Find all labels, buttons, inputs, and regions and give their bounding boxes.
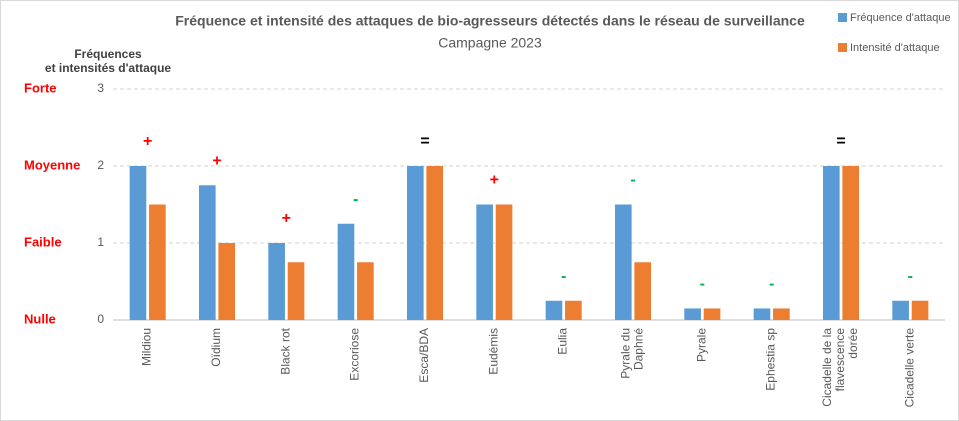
x-tick-label-line: Cicadelle de la <box>820 328 834 407</box>
x-tick-label: Eulia <box>556 328 570 355</box>
bar <box>218 243 236 320</box>
bar <box>287 262 305 320</box>
legend-label: Fréquence d'attaque <box>850 12 951 24</box>
legend-swatch <box>838 43 847 52</box>
annotation: - <box>908 268 913 285</box>
annotation: + <box>143 133 152 150</box>
x-tick-label: Esca/BDA <box>417 328 431 383</box>
bar <box>614 204 632 320</box>
x-tick-label: Mildiou <box>140 328 154 366</box>
annotation: - <box>769 276 774 293</box>
x-tick-label-line: Mildiou <box>140 328 154 366</box>
x-tick-label: Ephestia sp <box>764 328 778 391</box>
bar <box>684 308 701 320</box>
x-tick-label-line: Esca/BDA <box>417 328 431 383</box>
bar <box>476 204 493 320</box>
x-tick-label-line: Ephestia sp <box>764 328 778 391</box>
annotation: - <box>561 268 566 285</box>
bar <box>842 166 860 320</box>
bar <box>822 166 840 320</box>
x-tick-label-line: flavescence <box>833 328 847 392</box>
legend-swatch <box>838 13 847 22</box>
annotation: + <box>490 172 499 189</box>
x-tick-label-line: Eulia <box>556 328 570 355</box>
bar <box>703 308 721 320</box>
x-tick-label-line: Pyrale <box>695 328 709 362</box>
bar <box>357 262 374 320</box>
bar <box>773 308 790 320</box>
x-tick-label-line: Black rot <box>279 327 293 374</box>
y-tick-label: 3 <box>97 81 104 95</box>
chart-title: Fréquence et intensité des attaques de b… <box>175 13 805 29</box>
x-tick-label: Cicadelle de laflavescencedorée <box>820 328 860 407</box>
bar <box>545 300 563 320</box>
annotation: - <box>700 276 705 293</box>
bar <box>634 262 652 320</box>
level-label: Faible <box>24 234 62 249</box>
x-tick-label: Pyrale <box>695 328 709 362</box>
y-tick-label: 0 <box>97 312 104 326</box>
bar <box>337 223 355 320</box>
bar <box>426 166 444 320</box>
bar <box>911 300 929 320</box>
y-axis-label: et intensités d'attaque <box>45 61 172 75</box>
level-label: Nulle <box>24 311 56 326</box>
x-tick-label: Cicadelle verte <box>903 328 917 408</box>
x-tick-label: Excoriose <box>348 328 362 381</box>
x-tick-label-line: Eudémis <box>487 328 501 375</box>
y-axis-label: Fréquences <box>74 47 142 61</box>
bar <box>495 204 513 320</box>
bar <box>753 308 771 320</box>
y-tick-label: 1 <box>97 235 104 249</box>
x-tick-label: Eudémis <box>487 328 501 375</box>
level-label: Moyenne <box>24 157 80 172</box>
x-tick-label: Pyrale duDaphné <box>619 328 646 379</box>
bar <box>892 300 909 320</box>
x-tick-label-line: dorée <box>846 328 860 359</box>
annotation: + <box>212 152 221 169</box>
legend-label: Intensité d'attaque <box>850 42 940 54</box>
y-tick-label: 2 <box>97 158 104 172</box>
bar <box>406 166 424 320</box>
bar <box>198 185 216 320</box>
bar <box>129 166 147 320</box>
annotation: - <box>353 191 358 208</box>
x-tick-label: Oïdium <box>209 328 223 367</box>
bar <box>565 300 582 320</box>
x-tick-label-line: Pyrale du <box>619 328 633 379</box>
x-tick-label-line: Oïdium <box>209 328 223 367</box>
x-tick-label: Black rot <box>279 327 293 374</box>
bar <box>268 243 285 320</box>
annotation: = <box>836 133 845 150</box>
bar <box>149 204 166 320</box>
chart-subtitle: Campagne 2023 <box>438 35 542 51</box>
level-label: Forte <box>24 80 57 95</box>
annotation: = <box>420 133 429 150</box>
annotation: - <box>630 172 635 189</box>
x-tick-label-line: Daphné <box>632 328 646 370</box>
annotation: + <box>282 210 291 227</box>
x-tick-label-line: Excoriose <box>348 328 362 381</box>
x-tick-label-line: Cicadelle verte <box>903 328 917 408</box>
